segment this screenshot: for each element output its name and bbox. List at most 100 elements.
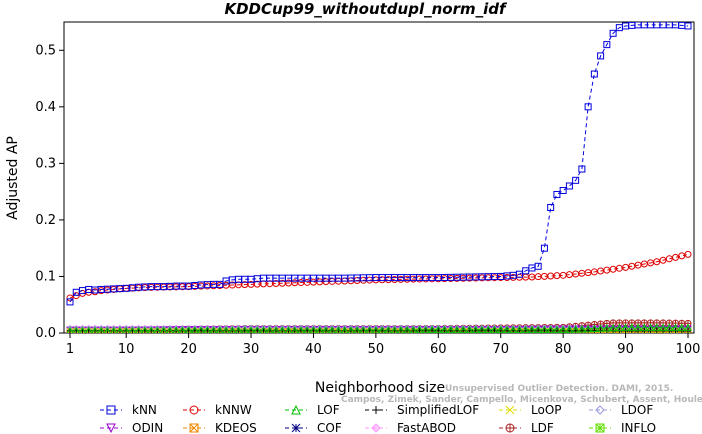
data-point-lof	[247, 326, 255, 333]
legend: kNN kNNW LOF SimplifiedLOF LoOP LDOF ODIN KDEOS…	[100, 403, 656, 434]
legend-label: KDEOS	[215, 421, 257, 434]
data-point-knn	[553, 190, 561, 198]
series-knn	[66, 22, 692, 306]
legend-marker	[291, 423, 301, 433]
data-point-lof	[628, 323, 636, 331]
legend-item-ldof: LDOF	[589, 403, 653, 417]
data-point-knnw	[659, 256, 667, 264]
data-point-lof	[122, 326, 130, 333]
data-point-lof	[571, 325, 580, 333]
series-layer	[66, 22, 692, 333]
data-point-lof	[347, 326, 355, 333]
x-tick-label: 50	[368, 342, 385, 357]
data-point-lof	[210, 326, 218, 333]
data-point-knnw	[678, 252, 686, 260]
data-point-knn	[572, 176, 580, 184]
data-point-lof	[235, 326, 243, 333]
x-tick-label: 100	[676, 342, 701, 357]
legend-item-simplifiedlof: SimplifiedLOF	[365, 403, 479, 417]
legend-marker	[106, 423, 116, 434]
data-point-lof	[297, 326, 305, 333]
data-point-lof	[178, 326, 186, 333]
legend-label: SimplifiedLOF	[397, 403, 479, 417]
data-point-lof	[260, 326, 267, 333]
data-point-lof	[197, 326, 205, 333]
data-point-lof	[135, 326, 142, 333]
legend-marker	[291, 404, 301, 415]
legend-item-kdeos: KDEOS	[183, 421, 257, 434]
legend-marker	[189, 405, 199, 415]
legend-item-knn: kNN	[100, 403, 157, 417]
series-line-odin	[70, 328, 688, 331]
data-point-lof	[546, 325, 555, 333]
legend-label: kNN	[132, 403, 157, 417]
x-tick-label: 60	[430, 342, 447, 357]
data-point-knnw	[672, 253, 680, 261]
legend-marker	[189, 423, 199, 433]
legend-label: LoOP	[531, 403, 562, 417]
legend-marker	[371, 423, 381, 433]
data-point-lof	[309, 326, 317, 333]
data-point-lof	[590, 324, 599, 332]
data-point-simplifiedlof	[591, 327, 598, 333]
data-point-knn	[684, 22, 692, 30]
data-point-knn	[540, 244, 548, 252]
data-point-lof	[503, 325, 511, 333]
series-lof	[66, 323, 692, 333]
data-point-lof	[603, 323, 611, 332]
data-point-lof	[110, 326, 117, 333]
data-point-lof	[465, 325, 474, 333]
data-point-lof	[328, 326, 336, 333]
data-point-knn	[66, 298, 74, 306]
data-point-lof	[584, 324, 592, 333]
data-point-lof	[322, 326, 330, 333]
data-point-lof	[596, 324, 605, 332]
data-point-lof	[372, 326, 380, 333]
series-line-lof	[70, 326, 688, 332]
data-point-lof	[478, 325, 486, 333]
data-point-lof	[316, 326, 324, 333]
watermark-line-1: Campos, Zimek, Sander, Campello, Micenko…	[341, 395, 702, 405]
data-point-knnw	[66, 294, 74, 302]
data-point-lof	[266, 326, 274, 333]
data-point-knn	[578, 165, 586, 173]
data-point-lof	[652, 323, 661, 331]
data-point-lof	[609, 323, 617, 332]
x-tick-label: 1	[66, 342, 74, 357]
data-point-lof	[553, 325, 561, 333]
data-point-lof	[303, 326, 311, 333]
data-point-lof	[534, 325, 542, 333]
legend-item-fastabod: FastABOD	[365, 421, 456, 434]
data-point-lof	[521, 325, 530, 333]
y-tick-label: 0.0	[35, 326, 56, 341]
data-point-knn	[590, 70, 598, 78]
data-point-lof	[677, 323, 686, 331]
data-point-lof	[384, 325, 392, 333]
data-point-lof	[79, 326, 86, 333]
x-tick-label: 80	[555, 342, 572, 357]
y-tick-label: 0.1	[35, 269, 56, 284]
legend-label: LDF	[531, 421, 554, 434]
data-point-lof	[540, 325, 549, 333]
data-point-lof	[496, 325, 505, 333]
legend-label: COF	[317, 421, 342, 434]
data-point-lof	[166, 326, 174, 333]
data-point-lof	[453, 325, 461, 333]
data-point-lof	[515, 325, 524, 333]
data-point-lof	[415, 325, 424, 333]
series-line-knn	[69, 24, 689, 303]
data-point-lof	[621, 323, 630, 331]
data-point-lof	[73, 326, 80, 333]
data-point-knnw	[665, 255, 673, 263]
data-point-lof	[634, 323, 642, 331]
data-point-lof	[116, 326, 124, 333]
legend-item-loop: LoOP	[499, 403, 562, 417]
data-point-knn	[565, 182, 573, 190]
x-tick-label: 40	[305, 342, 322, 357]
legend-item-lof: LOF	[285, 403, 340, 417]
data-point-lof	[528, 325, 536, 333]
data-point-lof	[334, 326, 342, 333]
data-point-lof	[141, 326, 149, 333]
legend-item-ldf: LDF	[499, 421, 554, 434]
